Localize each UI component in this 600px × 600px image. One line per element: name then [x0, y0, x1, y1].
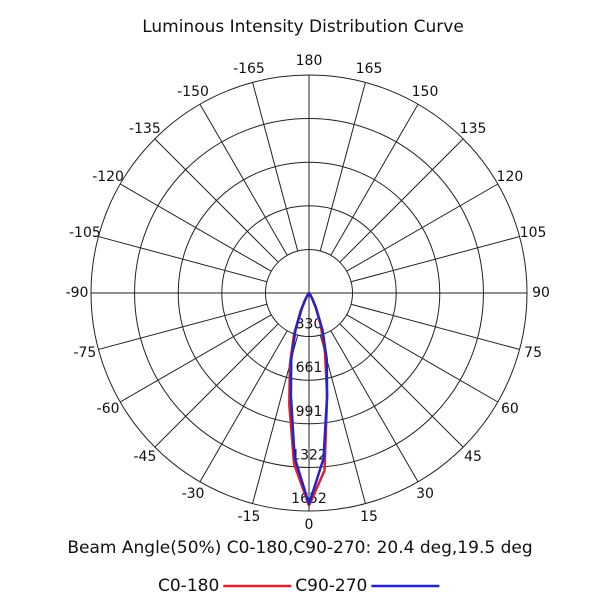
angle-label: 0 [305, 517, 314, 533]
ring [177, 161, 441, 425]
ring [264, 248, 354, 338]
beam-angle-note: Beam Angle(50%) C0-180,C90-270: 20.4 deg… [67, 538, 532, 558]
angle-label: 165 [356, 61, 383, 77]
angle-label: 90 [532, 285, 550, 301]
r-tick-label: 991 [296, 404, 323, 420]
angle-label: 45 [464, 449, 482, 465]
angle-label: -30 [182, 486, 205, 502]
angle-label: 60 [501, 401, 519, 417]
angle-label: -75 [73, 345, 96, 361]
angle-label: -60 [97, 401, 120, 417]
angle-label: -105 [69, 225, 101, 241]
angle-label: 30 [416, 486, 434, 502]
angle-label: 120 [497, 169, 524, 185]
chart-title: Luminous Intensity Distribution Curve [142, 17, 464, 37]
r-tick-label: 1652 [291, 491, 327, 507]
angle-label: 180 [296, 53, 323, 69]
legend-label: C0-180 [158, 576, 219, 596]
angle-label: 135 [460, 121, 487, 137]
angle-label: 75 [524, 345, 542, 361]
r-tick-label: 330 [296, 317, 323, 333]
angle-label: 15 [360, 509, 378, 525]
angle-label: 105 [520, 225, 547, 241]
legend-label: C90-270 [295, 576, 367, 596]
r-tick-label: 661 [296, 360, 323, 376]
angle-label: -15 [238, 509, 261, 525]
angle-label: -120 [92, 169, 124, 185]
angle-label: -90 [66, 285, 89, 301]
angle-label: -165 [233, 61, 265, 77]
ring [134, 118, 484, 468]
angle-label: -45 [134, 449, 157, 465]
ring [90, 74, 528, 512]
angle-label: -150 [177, 84, 209, 100]
intensity-curve [289, 291, 329, 506]
angle-label: 150 [412, 84, 439, 100]
ring [221, 205, 397, 381]
angle-label: -135 [129, 121, 161, 137]
r-tick-label: 1322 [291, 447, 327, 463]
